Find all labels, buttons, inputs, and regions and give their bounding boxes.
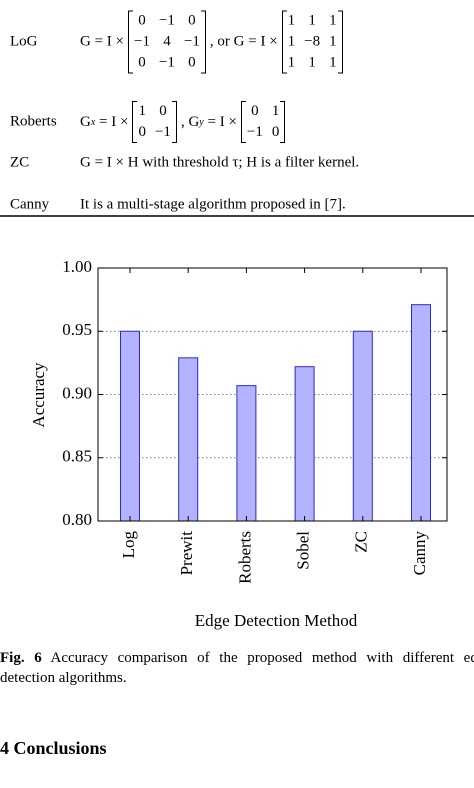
formula-text: G [80,113,91,130]
matrix: 1 1 1 1 −8 1 1 1 1 [281,10,343,74]
formula-text: , or G = I × [209,33,278,50]
y-tick-label: 0.90 [62,383,92,402]
x-tick-label: Log [119,531,138,559]
matrix-cell: −8 [304,33,321,50]
x-tick-label: Prewit [177,531,196,576]
matrix-cell: 0 [138,12,146,29]
bar [352,330,373,522]
bar [120,330,140,522]
subscript: y [199,116,204,128]
matrix: 0 −1 0 −1 4 −1 0 −1 0 [128,10,206,74]
matrix-cell: −1 [158,12,175,29]
y-tick-label: 1.00 [62,257,92,276]
matrix-cell: 0 [188,12,196,29]
caption-label: Fig. 6 [0,650,42,666]
x-tick-label: Canny [410,531,429,576]
matrix-cell: 0 [159,103,167,119]
bar [178,357,199,522]
matrix-cell: −1 [154,124,171,140]
row-name: Canny [10,196,50,213]
formula-text: = I × [95,113,129,130]
y-tick-label: 0.85 [62,447,92,466]
matrix: 0 1 −1 0 [240,101,286,143]
section-heading: 4 Conclusions [0,738,107,758]
x-axis-label: Edge Detection Method [195,611,358,630]
matrix-cell: 1 [287,54,296,71]
x-tick-label: ZC [352,531,371,553]
matrix-cell: 0 [138,124,146,140]
matrix-cell: 1 [287,33,296,50]
subscript: x [90,116,96,128]
y-tick-label: 0.80 [62,510,92,529]
matrix-cell: 0 [188,54,196,71]
matrix-cell: 4 [163,33,171,50]
formula: G = I × H with threshold τ; H is a filte… [80,155,359,172]
formula-text: G = I × H with threshold τ; H is a filte… [80,154,360,171]
caption-text: Accuracy comparison of the proposed meth… [0,650,474,686]
matrix: 1 0 0 −1 [132,101,178,143]
matrix-cell: −1 [246,124,263,140]
matrix-cell: −1 [158,54,175,71]
matrix-cell: 1 [329,54,337,71]
chart: Accuracy Edge Detection Method 0.80 0.85 0… [0,215,474,630]
formula-text: It is a multi-stage algorithm proposed i… [80,196,346,213]
matrix-cell: 0 [138,54,146,71]
matrix-cell: 1 [271,103,280,119]
y-tick-label: 0.95 [62,320,92,339]
matrix-cell: 1 [138,103,146,119]
formula-text: = I × [203,113,237,130]
matrix-cell: −1 [134,33,150,50]
x-tick-label: Sobel [294,531,313,570]
formula: G = I × 0 −1 0 −1 4 −1 0 −1 0, or G = I × 1 1 1 1 −8 1 1… [80,10,347,74]
matrix-cell: 1 [287,12,296,29]
matrix-cell: 0 [251,103,259,119]
formula-text: , G [180,113,200,130]
matrix-cell: 1 [308,54,316,71]
matrix-cell: −1 [183,33,200,50]
bar [411,304,431,522]
formula: It is a multi-stage algorithm proposed i… [80,197,346,214]
row-name: LoG [10,33,38,50]
matrix-cell: 1 [329,33,337,50]
formula-text: G = I × [80,33,124,50]
figure-caption: Fig. 6 Accuracy comparison of the propos… [0,648,474,688]
matrix-cell: 0 [271,124,280,140]
bar [294,366,315,522]
row-name: Roberts [10,113,57,130]
x-tick-label: Roberts [235,531,254,584]
bar [236,385,257,522]
plot-frame [97,267,448,522]
y-axis-label: Accuracy [29,362,48,428]
matrix-cell: 1 [329,12,337,29]
row-name: ZC [10,154,30,171]
matrix-cell: 1 [308,12,316,29]
